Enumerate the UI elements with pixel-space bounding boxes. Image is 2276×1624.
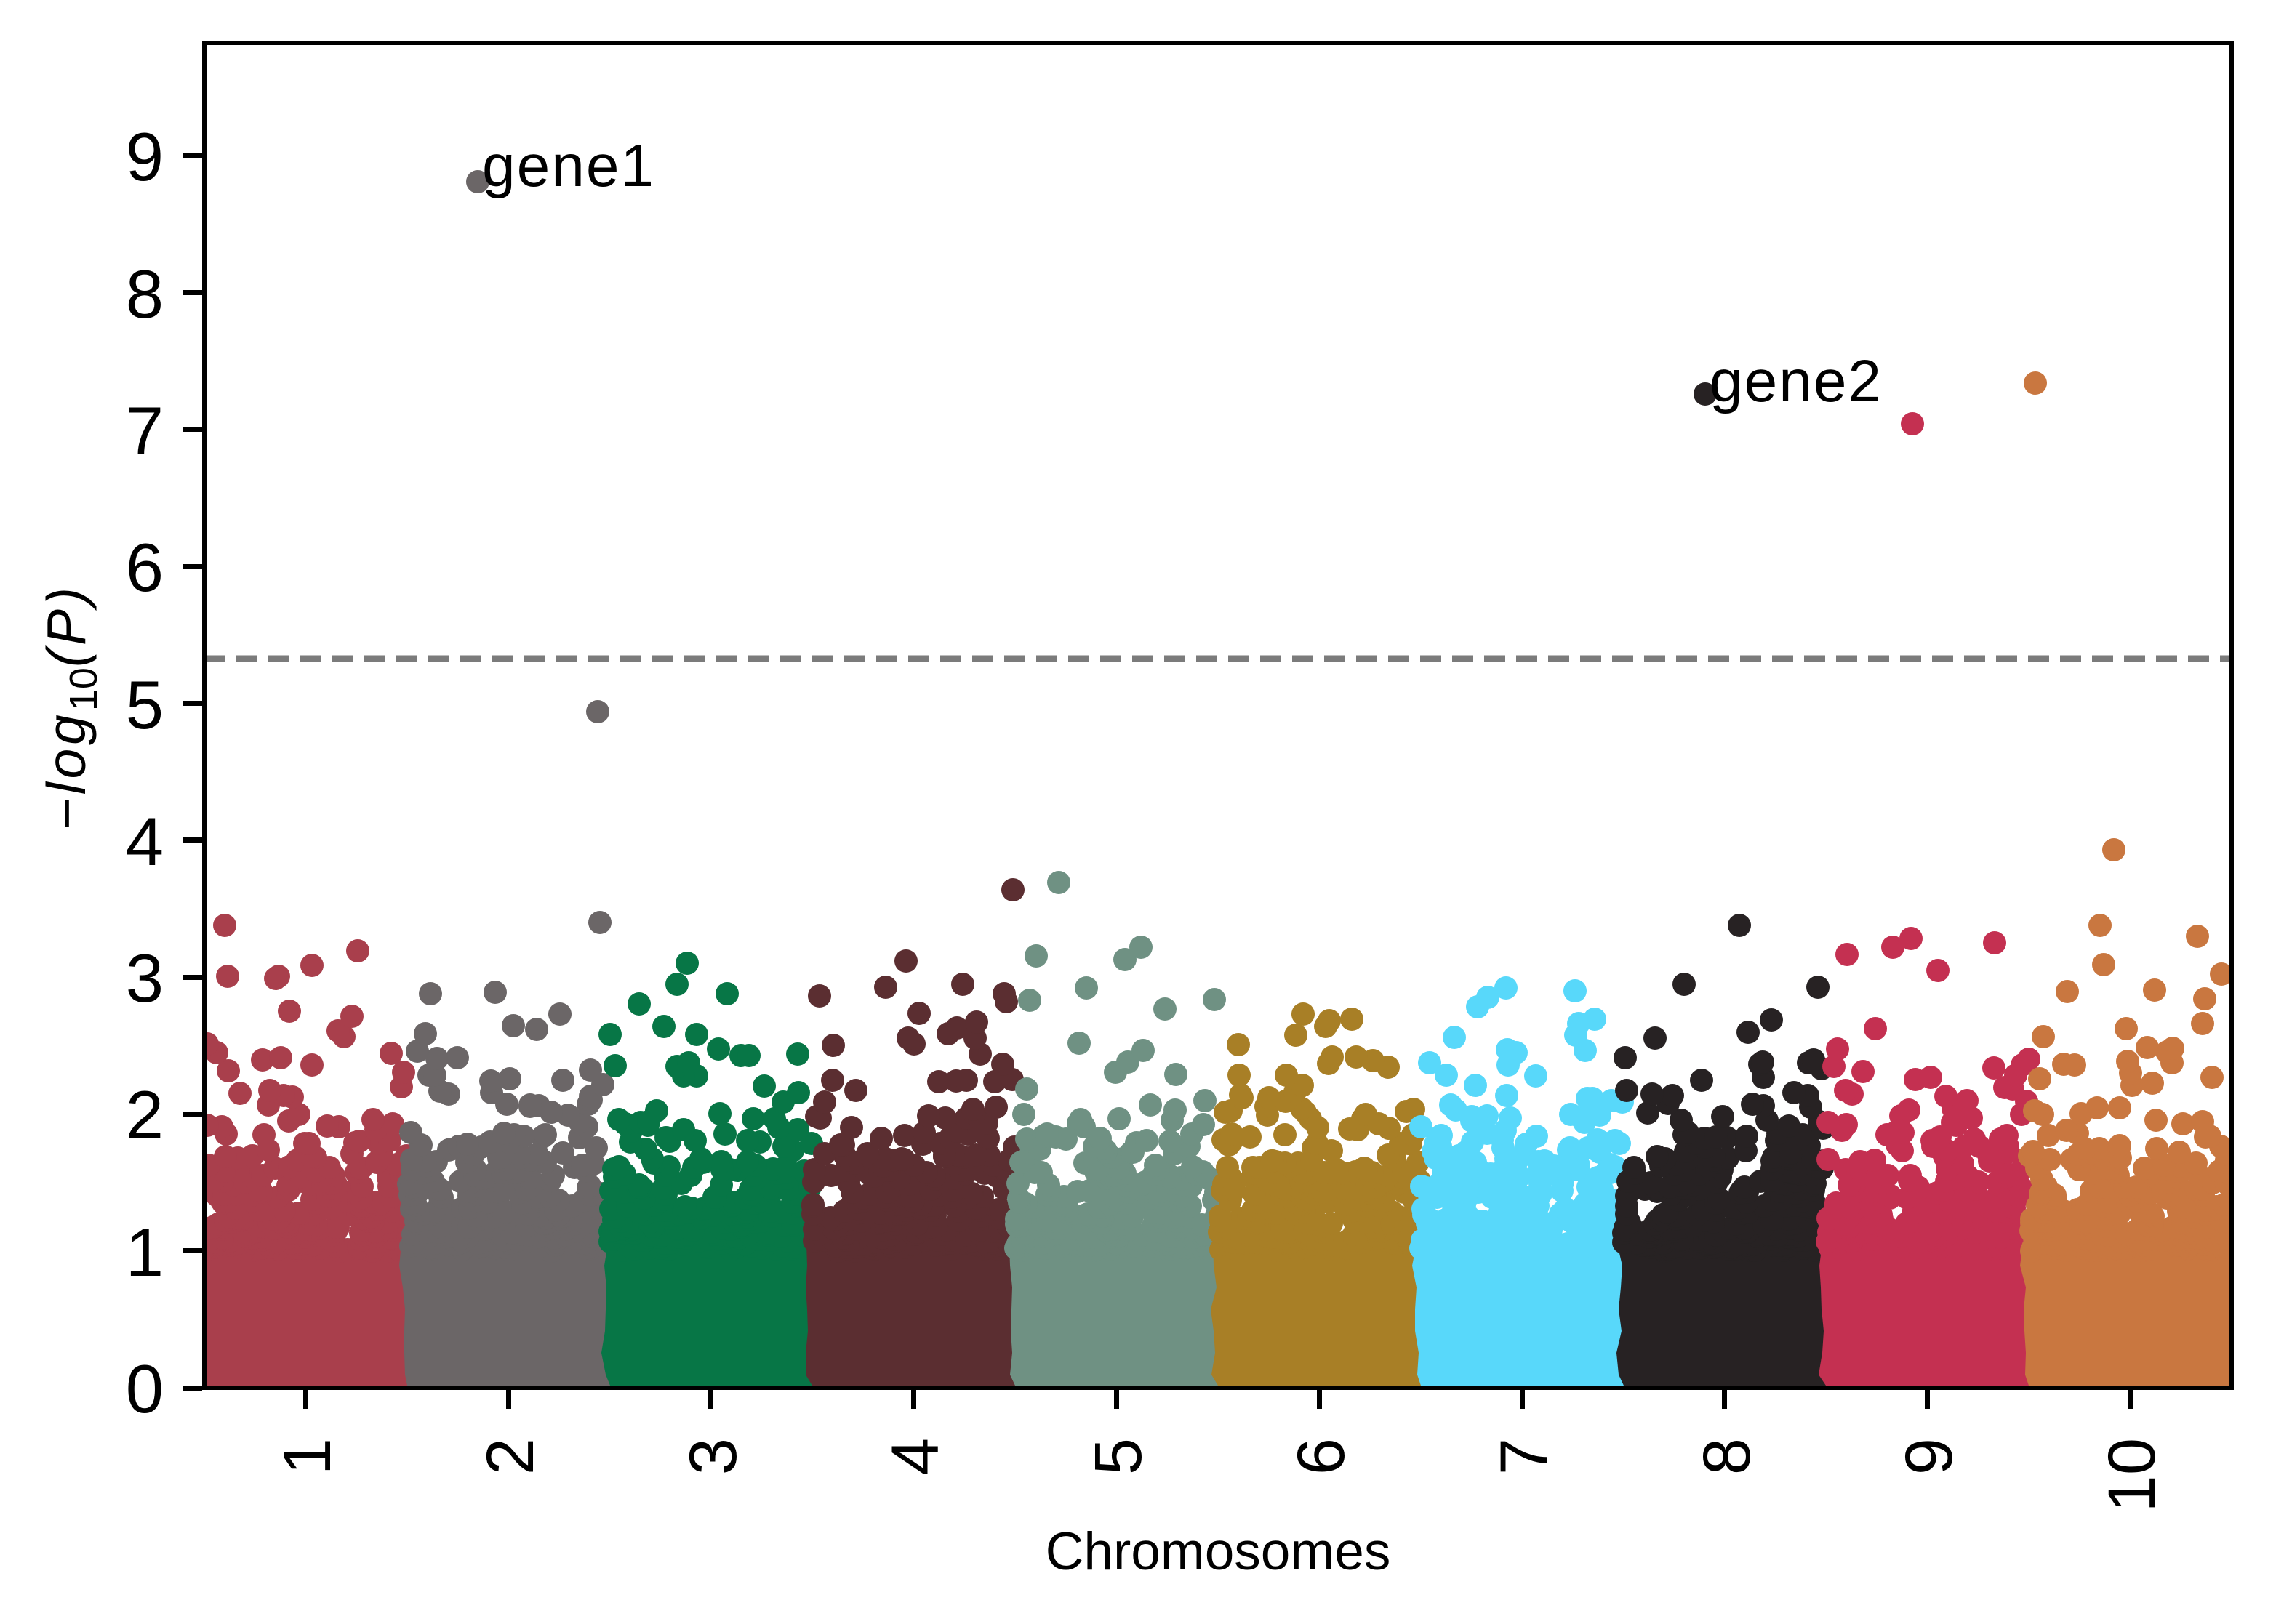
svg-text:9: 9 [1892, 1438, 1966, 1475]
svg-text:gene2: gene2 [1710, 348, 1883, 414]
svg-text:8: 8 [126, 256, 164, 332]
svg-text:7: 7 [126, 393, 164, 469]
svg-text:gene1: gene1 [482, 133, 655, 199]
svg-text:4: 4 [126, 803, 164, 880]
svg-text:6: 6 [126, 529, 164, 606]
svg-text:6: 6 [1284, 1438, 1358, 1475]
svg-text:3: 3 [676, 1438, 750, 1475]
svg-text:8: 8 [1690, 1438, 1764, 1475]
svg-text:5: 5 [126, 667, 164, 743]
svg-text:2: 2 [473, 1438, 548, 1475]
svg-text:1: 1 [126, 1214, 164, 1290]
svg-text:Chromosomes: Chromosomes [1046, 1522, 1391, 1581]
svg-text:1: 1 [271, 1438, 345, 1475]
svg-text:9: 9 [126, 118, 164, 195]
svg-text:3: 3 [126, 940, 164, 1016]
svg-text:5: 5 [1081, 1438, 1155, 1475]
svg-text:−log10(P): −log10(P) [36, 584, 105, 830]
svg-text:7: 7 [1487, 1438, 1561, 1475]
svg-text:2: 2 [126, 1077, 164, 1153]
svg-text:0: 0 [126, 1351, 164, 1427]
svg-text:4: 4 [878, 1438, 953, 1475]
svg-text:10: 10 [2095, 1438, 2169, 1512]
